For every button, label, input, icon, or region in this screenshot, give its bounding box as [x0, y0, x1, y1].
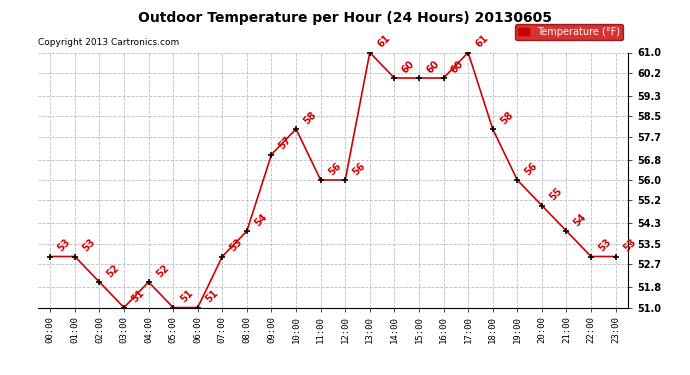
Text: 60: 60 [449, 58, 466, 75]
Text: Copyright 2013 Cartronics.com: Copyright 2013 Cartronics.com [38, 38, 179, 47]
Text: 58: 58 [498, 110, 515, 126]
Text: 51: 51 [179, 288, 195, 305]
Text: 57: 57 [277, 135, 294, 152]
Text: 54: 54 [253, 211, 269, 228]
Text: 56: 56 [351, 160, 367, 177]
Text: 52: 52 [154, 262, 170, 279]
Text: 56: 56 [326, 160, 343, 177]
Text: Outdoor Temperature per Hour (24 Hours) 20130605: Outdoor Temperature per Hour (24 Hours) … [138, 11, 552, 25]
Text: 53: 53 [621, 237, 638, 254]
Text: 61: 61 [375, 33, 392, 50]
Text: 53: 53 [597, 237, 613, 254]
Text: 56: 56 [523, 160, 540, 177]
Text: 51: 51 [130, 288, 146, 305]
Text: 53: 53 [80, 237, 97, 254]
Text: 53: 53 [56, 237, 72, 254]
Text: 55: 55 [547, 186, 564, 203]
Text: 61: 61 [473, 33, 491, 50]
Text: 54: 54 [572, 211, 589, 228]
Text: 60: 60 [400, 58, 417, 75]
Legend: Temperature (°F): Temperature (°F) [515, 24, 623, 40]
Text: 58: 58 [302, 110, 318, 126]
Text: 52: 52 [105, 262, 121, 279]
Text: 53: 53 [228, 237, 244, 254]
Text: 51: 51 [204, 288, 220, 305]
Text: 60: 60 [424, 58, 441, 75]
